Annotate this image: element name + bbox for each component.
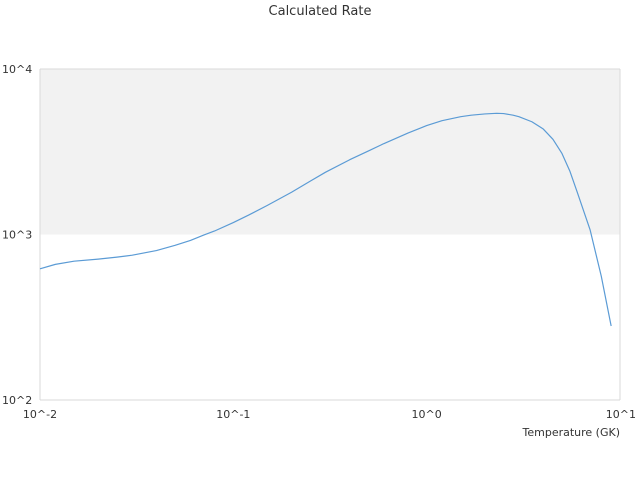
x-tick-label: 10^1 <box>606 408 636 421</box>
y-tick-label: 10^3 <box>2 229 32 242</box>
x-tick-label: 10^-2 <box>23 408 57 421</box>
series-line <box>39 112 612 327</box>
plot-band <box>40 234 620 400</box>
x-tick-label: 10^0 <box>412 408 442 421</box>
y-tick-label: 10^4 <box>2 63 32 76</box>
chart-title: Calculated Rate <box>268 4 372 19</box>
x-axis-title: Temperature (GK) <box>522 426 621 439</box>
x-tick-label: 10^-1 <box>216 408 250 421</box>
y-tick-label: 10^2 <box>2 394 32 407</box>
plot-band <box>40 69 620 235</box>
